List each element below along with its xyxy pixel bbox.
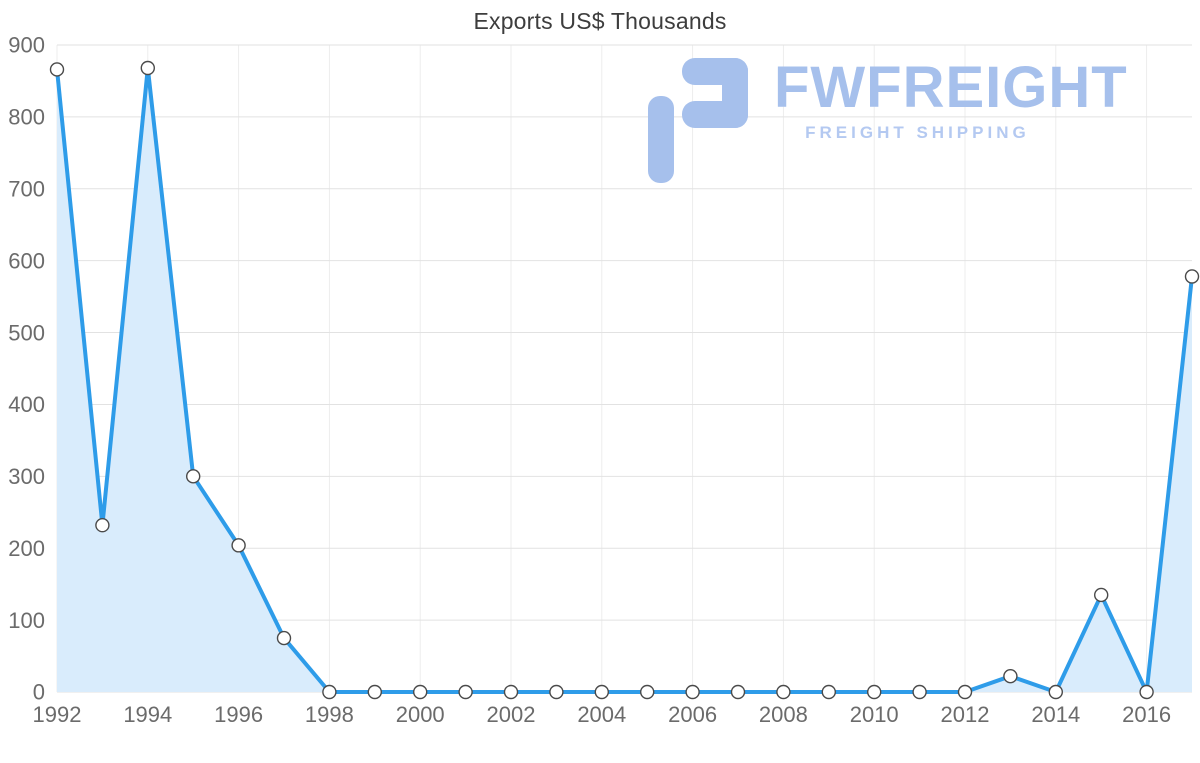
x-axis-tick-label: 2002 [487, 702, 536, 727]
x-axis-tick-label: 2014 [1031, 702, 1080, 727]
data-point-marker [95, 518, 110, 533]
data-point-marker [776, 684, 791, 700]
watermark-tagline-text: FREIGHT SHIPPING [805, 122, 1030, 142]
data-point-marker [140, 60, 156, 76]
watermark-text-block: FWFREIGHT FREIGHT SHIPPING [774, 55, 1128, 143]
fwfreight-watermark: FWFREIGHT FREIGHT SHIPPING [648, 55, 1128, 183]
y-axis-tick-label: 700 [8, 176, 45, 201]
data-point-marker [594, 684, 609, 700]
x-axis-tick-label: 1994 [123, 702, 172, 727]
x-axis-tick-label: 1996 [214, 702, 263, 727]
y-axis-tick-label: 200 [8, 536, 45, 561]
series-line [55, 66, 1194, 694]
data-point-marker [1184, 269, 1200, 284]
data-point-marker [640, 684, 655, 700]
data-point-marker [413, 684, 428, 700]
x-axis-tick-label: 2006 [668, 702, 717, 727]
data-point-marker [185, 469, 201, 484]
data-point-marker [49, 62, 65, 77]
data-point-marker [730, 684, 746, 700]
data-point-marker [867, 684, 882, 700]
y-axis-tick-label: 600 [8, 248, 45, 273]
data-point-marker [503, 684, 519, 700]
data-point-marker [1048, 684, 1064, 700]
y-axis-tick-label: 400 [8, 392, 45, 417]
y-axis-tick-label: 800 [8, 105, 45, 130]
data-point-marker [367, 684, 382, 700]
data-point-marker [322, 684, 337, 700]
y-axis-tick-label: 0 [33, 680, 45, 705]
y-axis-tick-label: 100 [8, 608, 45, 633]
x-axis-tick-label: 2004 [577, 702, 626, 727]
series-area-fill [57, 68, 1192, 692]
x-axis-tick-label: 2008 [759, 702, 808, 727]
x-axis-tick-label: 2012 [941, 702, 990, 727]
chart-title: Exports US$ Thousands [473, 8, 727, 34]
x-axis-tick-label: 2000 [396, 702, 445, 727]
y-axis-tick-label: 900 [8, 33, 45, 58]
data-point-marker [1003, 668, 1018, 684]
data-point-marker [276, 630, 292, 646]
data-point-marker [1093, 587, 1109, 603]
data-point-marker [685, 684, 700, 700]
y-axis-tick-label: 500 [8, 320, 45, 345]
fwfreight-logo-icon [648, 58, 748, 183]
data-point-marker [549, 684, 564, 700]
data-point-marker [1139, 684, 1154, 700]
x-axis-tick-label: 1992 [33, 702, 82, 727]
data-point-marker [821, 684, 836, 700]
data-point-marker [957, 684, 973, 700]
data-point-marker [912, 684, 927, 700]
data-point-marker [231, 538, 246, 553]
data-point-marker [458, 684, 473, 700]
watermark-brand-text: FWFREIGHT [774, 55, 1128, 120]
x-axis-tick-label: 2010 [850, 702, 899, 727]
x-axis-tick-label: 2016 [1122, 702, 1171, 727]
x-axis-tick-label: 1998 [305, 702, 354, 727]
y-axis-tick-label: 300 [8, 464, 45, 489]
